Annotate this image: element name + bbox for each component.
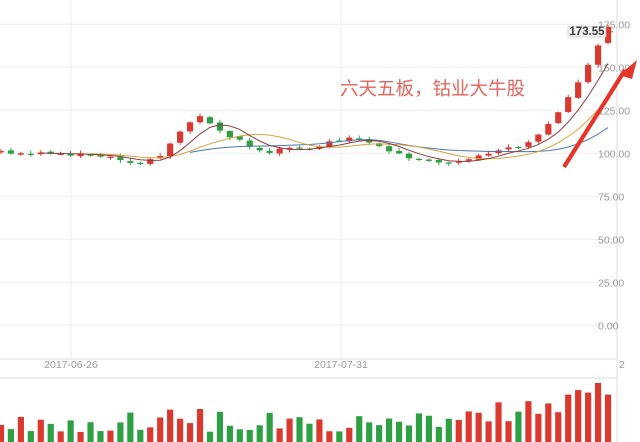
svg-text:25.00: 25.00 bbox=[598, 277, 624, 289]
svg-text:2017-07-31: 2017-07-31 bbox=[314, 359, 368, 371]
svg-text:50.00: 50.00 bbox=[598, 234, 624, 246]
svg-text:100.00: 100.00 bbox=[598, 148, 630, 160]
svg-text:173.55: 173.55 bbox=[569, 26, 605, 38]
svg-text:2: 2 bbox=[619, 359, 625, 371]
svg-text:0.00: 0.00 bbox=[598, 320, 619, 332]
svg-text:75.00: 75.00 bbox=[598, 191, 624, 203]
svg-text:六天五板，钴业大牛股: 六天五板，钴业大牛股 bbox=[340, 78, 525, 99]
svg-text:2017-06-26: 2017-06-26 bbox=[44, 359, 98, 371]
